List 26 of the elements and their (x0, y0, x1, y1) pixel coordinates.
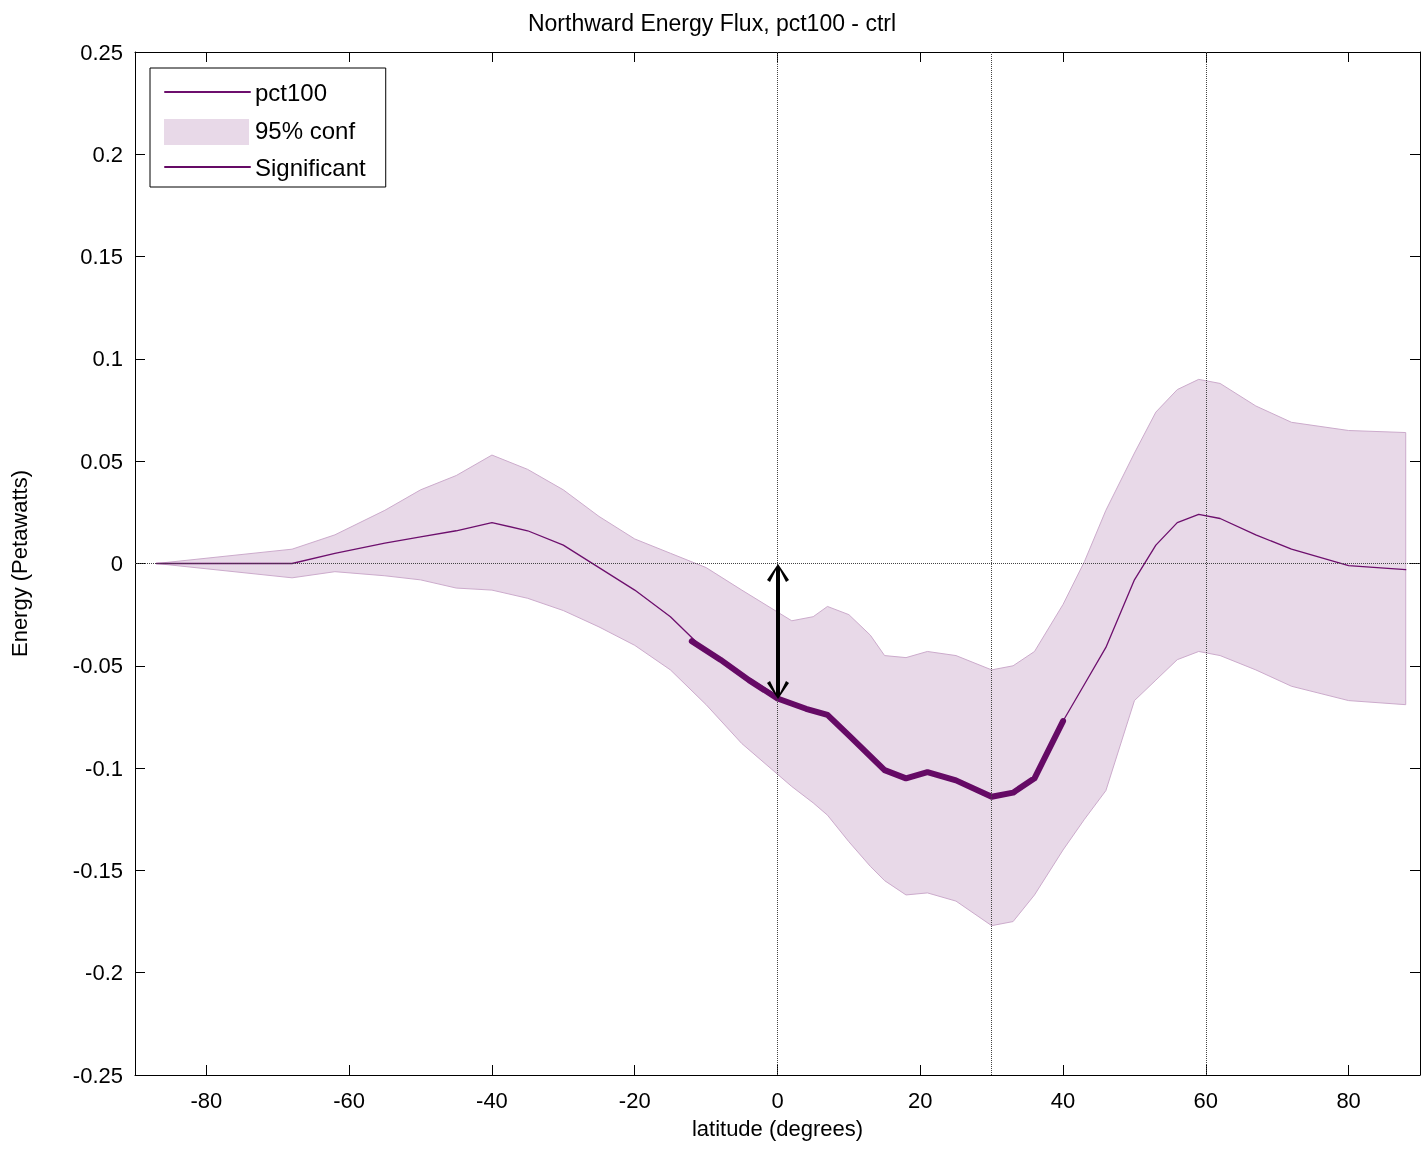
y-tick-label: -0.05 (72, 653, 123, 679)
x-tick-label: -80 (190, 1087, 223, 1113)
annotation: 95% conf (255, 116, 356, 144)
x-tick-label: 20 (908, 1087, 933, 1113)
y-tick-label: 0.05 (80, 448, 123, 474)
x-tick-label: -20 (618, 1087, 651, 1113)
y-tick-label: 0 (110, 551, 123, 576)
x-tick-label: -40 (476, 1087, 508, 1113)
x-tick-label: -60 (333, 1087, 366, 1113)
x-axis-title: latitude (degrees) (691, 1115, 864, 1141)
y-tick-label: 0.2 (92, 141, 123, 167)
legend-label: Significant (255, 153, 367, 181)
y-tick-label: -0.15 (72, 857, 123, 883)
legend-label: pct100 (255, 78, 328, 106)
y-tick-label: 0.15 (80, 244, 123, 270)
x-tick-label: 40 (1050, 1087, 1076, 1113)
chart-title: Northward Energy Flux, pct100 - ctrl (527, 9, 897, 36)
x-tick-label: 60 (1193, 1087, 1219, 1113)
y-tick-label: -0.1 (85, 755, 123, 781)
y-tick-label: 0.1 (92, 346, 123, 372)
x-tick-label: 80 (1336, 1087, 1361, 1113)
x-tick-label: 0 (771, 1087, 784, 1113)
y-tick-label: -0.25 (72, 1062, 123, 1088)
y-axis-title: Energy (Petawatts) (6, 469, 32, 658)
y-tick-label: -0.2 (85, 960, 123, 986)
y-tick-label: 0.25 (80, 39, 123, 65)
